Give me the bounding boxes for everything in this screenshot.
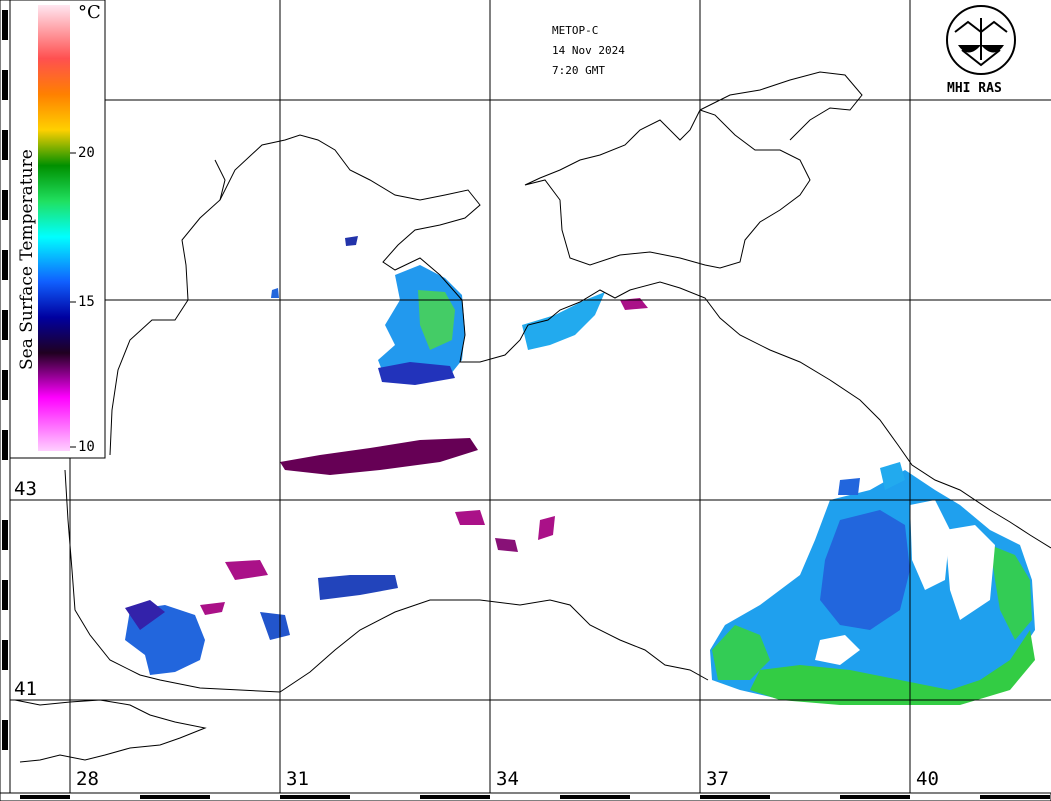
sst-patch-southeast-warm xyxy=(750,630,1035,705)
coastline-west-ukraine xyxy=(214,159,226,201)
logo-text: MHI RAS xyxy=(947,81,1002,96)
sst-patch-southeast-edge xyxy=(712,625,770,680)
cloud-gap-3 xyxy=(815,635,860,665)
acquisition-date: 14 Nov 2024 xyxy=(552,44,625,57)
legend-unit: °C xyxy=(78,2,101,23)
lon-label-31: 31 xyxy=(286,768,309,790)
sst-patch-southwest-cold xyxy=(125,600,165,630)
cloud-gap-1 xyxy=(910,500,950,590)
sst-speck-7 xyxy=(200,602,225,615)
acquisition-time: 7:20 GMT xyxy=(552,64,605,77)
sst-patch-east-coast xyxy=(990,545,1032,640)
legend xyxy=(9,0,106,459)
coastline xyxy=(14,71,1051,763)
legend-tick-10: 10 xyxy=(78,439,95,455)
lon-label-34: 34 xyxy=(496,768,519,790)
cloud-gap-2 xyxy=(945,525,995,620)
sst-patch-crimea xyxy=(522,292,605,350)
legend-tick-15: 15 xyxy=(78,294,95,310)
legend-color-bar xyxy=(38,5,70,451)
sst-speck-3 xyxy=(225,560,268,580)
lat-label-41: 41 xyxy=(14,678,37,700)
sst-patch-north-warm xyxy=(418,290,455,350)
sst-speck-2 xyxy=(271,288,279,298)
satellite-name: METOP-C xyxy=(552,24,599,37)
sst-data-layer xyxy=(125,236,1035,705)
lat-label-43: 43 xyxy=(14,478,37,500)
coastline-bosporus xyxy=(14,699,207,763)
coastline-crimea xyxy=(524,109,811,269)
sst-speck-9 xyxy=(838,478,860,495)
sst-patch-south-2 xyxy=(318,575,398,600)
sst-speck-4 xyxy=(455,510,485,525)
sst-speck-8 xyxy=(620,298,648,310)
scale-ruler-bottom xyxy=(0,792,1051,801)
lon-label-40: 40 xyxy=(916,768,939,790)
sst-streak-central xyxy=(280,438,478,475)
legend-title: Sea Surface Temperature xyxy=(17,149,37,370)
legend-tick-20: 20 xyxy=(78,145,95,161)
lon-label-37: 37 xyxy=(706,768,729,790)
coastline-azov xyxy=(699,71,863,141)
scale-ruler-left xyxy=(0,0,11,801)
sst-patch-south-1 xyxy=(260,612,290,640)
sst-speck-5 xyxy=(495,538,518,552)
sst-speck-1 xyxy=(345,236,358,246)
sst-patch-southeast-cool xyxy=(820,510,910,630)
lon-label-28: 28 xyxy=(76,768,99,790)
coastline-north xyxy=(109,134,1051,549)
sst-speck-10 xyxy=(880,462,905,490)
sst-speck-6 xyxy=(538,516,555,540)
coastline-south xyxy=(64,469,709,693)
mhi-logo xyxy=(946,5,1016,75)
sst-patch-north-cold xyxy=(378,362,455,385)
